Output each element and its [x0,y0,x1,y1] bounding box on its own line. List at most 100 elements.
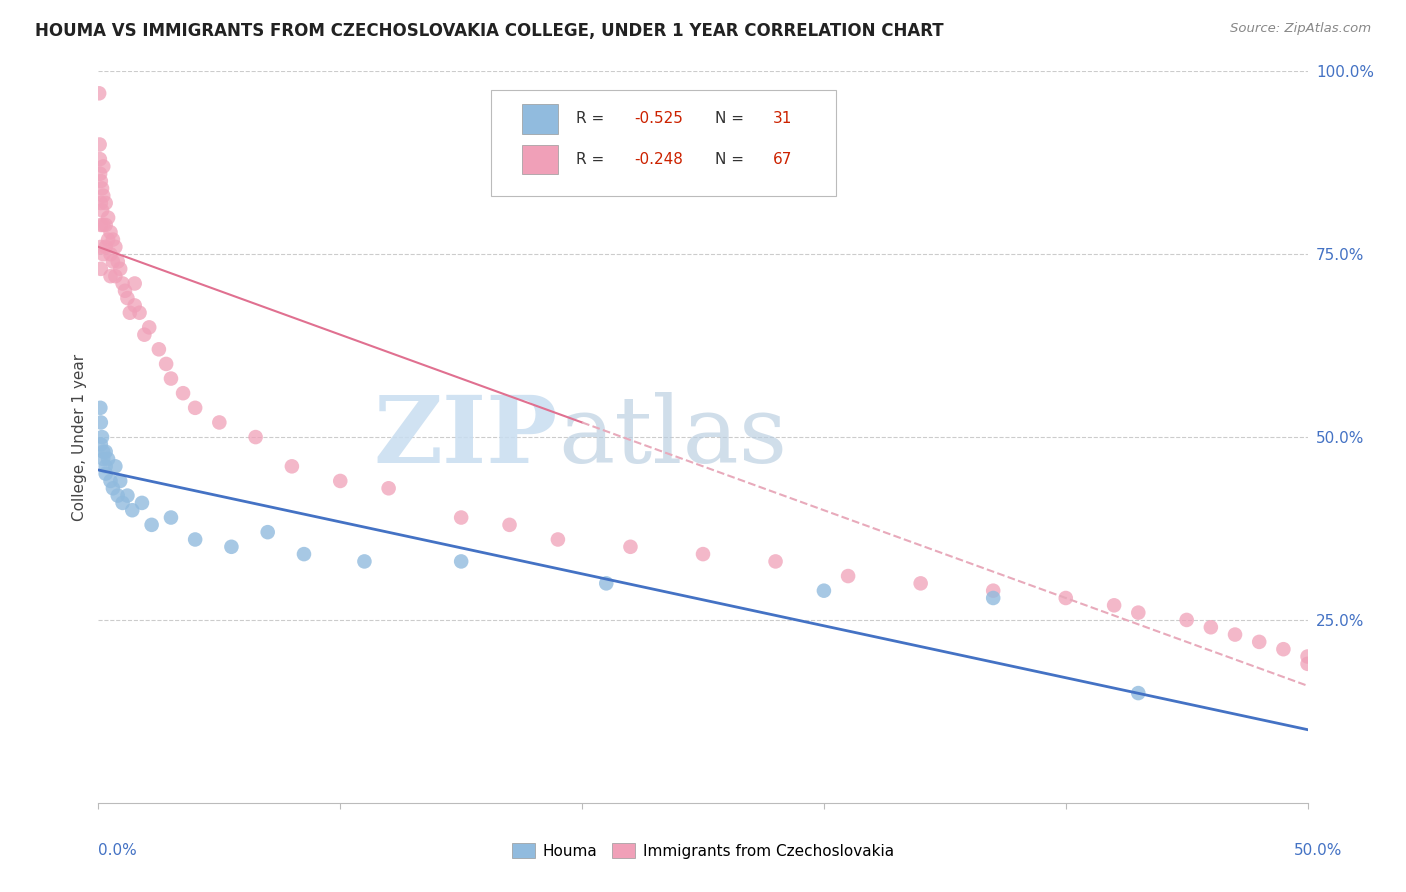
Point [134,327,156,342]
Point [91,181,114,195]
Point [184,401,207,415]
Point [100,269,122,284]
Point [117,489,139,503]
Point [450,510,472,524]
Point [90,416,112,430]
Point [160,371,183,385]
Point [981,591,1004,605]
Point [91,188,114,202]
Point [1223,627,1246,641]
Point [89,152,111,166]
Point [101,233,124,247]
Point [117,291,139,305]
Point [104,459,127,474]
Point [94,459,117,474]
Point [100,474,122,488]
Text: -0.525: -0.525 [634,112,683,127]
Point [89,401,111,415]
Point [1296,657,1319,671]
Point [595,576,617,591]
Point [765,554,787,568]
Point [107,254,129,268]
Point [1296,649,1319,664]
Point [353,554,375,568]
Point [910,576,932,591]
Point [97,452,120,467]
Point [90,240,112,254]
FancyBboxPatch shape [522,145,558,174]
FancyBboxPatch shape [522,104,558,134]
Point [221,540,243,554]
Point [101,254,124,268]
Point [837,569,859,583]
Point [155,357,177,371]
Text: -0.248: -0.248 [634,152,683,167]
FancyBboxPatch shape [492,90,837,195]
Point [90,196,112,211]
Point [91,203,114,218]
Point [111,496,134,510]
Point [141,517,163,532]
Point [547,533,569,547]
Point [107,489,129,503]
Point [91,160,114,174]
Point [292,547,315,561]
Point [128,306,150,320]
Point [1128,686,1150,700]
Point [377,481,399,495]
Y-axis label: College, Under 1 year: College, Under 1 year [72,353,87,521]
Point [1175,613,1198,627]
Point [184,533,207,547]
Point [118,306,141,320]
Point [94,240,117,254]
Point [90,261,112,276]
Point [90,218,112,232]
Point [89,137,111,152]
Point [208,416,231,430]
Text: 50.0%: 50.0% [1295,843,1343,858]
Point [131,496,153,510]
Point [813,583,835,598]
Point [91,218,114,232]
Text: atlas: atlas [558,392,787,482]
Text: HOUMA VS IMMIGRANTS FROM CZECHOSLOVAKIA COLLEGE, UNDER 1 YEAR CORRELATION CHART: HOUMA VS IMMIGRANTS FROM CZECHOSLOVAKIA … [35,22,943,40]
Text: ZIP: ZIP [374,392,558,482]
Point [281,459,304,474]
Text: Source: ZipAtlas.com: Source: ZipAtlas.com [1230,22,1371,36]
Point [94,218,117,232]
Point [108,474,131,488]
Text: N =: N = [716,152,749,167]
Point [91,452,114,467]
Point [1249,635,1271,649]
Point [94,444,117,458]
Point [619,540,641,554]
Point [172,386,194,401]
Point [94,196,117,211]
Point [90,174,112,188]
Point [104,269,127,284]
Point [981,583,1004,598]
Point [91,444,114,458]
Point [100,225,122,239]
Text: 0.0%: 0.0% [98,843,138,858]
Point [89,87,111,101]
Point [450,554,472,568]
Point [1054,591,1077,605]
Point [94,467,117,481]
Point [91,430,114,444]
Text: R =: R = [576,112,609,127]
Point [329,474,352,488]
Point [160,510,183,524]
Point [101,481,124,495]
Point [498,517,520,532]
Point [245,430,267,444]
Point [97,211,120,225]
Point [1272,642,1295,657]
Point [256,525,278,540]
Point [124,277,146,291]
Text: N =: N = [716,112,749,127]
Point [90,437,112,451]
Point [1128,606,1150,620]
Text: R =: R = [576,152,609,167]
Point [91,247,114,261]
